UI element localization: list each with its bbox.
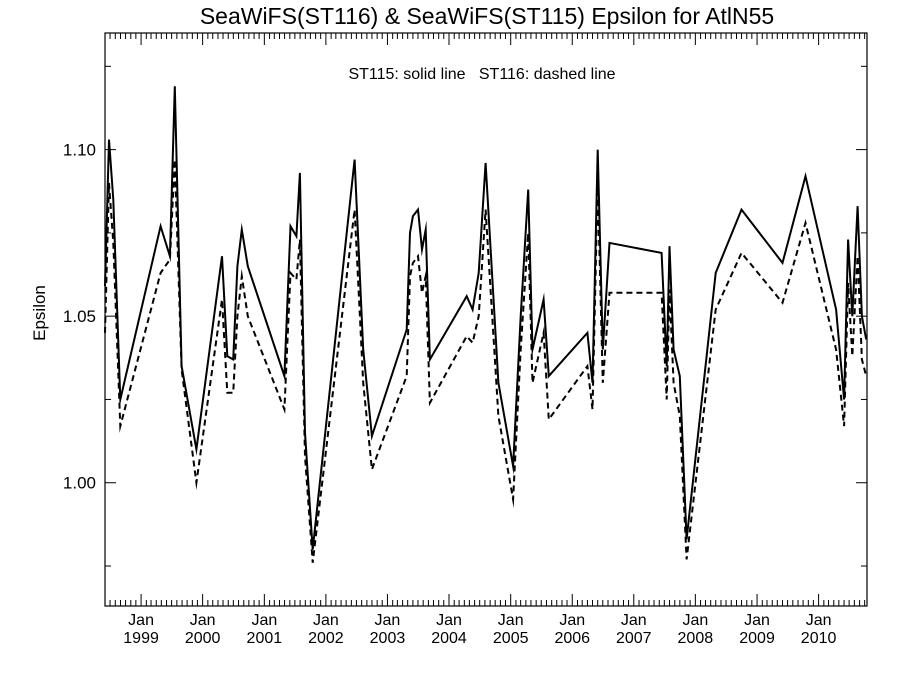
x-tick-year-label: 2008 [678,630,714,647]
x-tick-year-label: 2010 [801,630,837,647]
x-tick-month-label: Jan [559,612,585,629]
x-tick-year-label: 2007 [616,630,652,647]
x-tick-year-label: 2006 [554,630,590,647]
series-line-st116 [104,159,868,563]
x-tick-month-label: Jan [251,612,277,629]
series-lines [104,86,868,563]
x-tick-year-label: 1999 [123,630,159,647]
x-tick-year-label: 2004 [431,630,467,647]
x-tick-month-label: Jan [313,612,339,629]
x-tick-month-label: Jan [744,612,770,629]
x-tick-year-label: 2005 [493,630,529,647]
y-axis-label: Epsilon [30,285,49,341]
x-tick-year-label: 2003 [370,630,406,647]
x-tick-month-label: Jan [621,612,647,629]
x-tick-month-label: Jan [806,612,832,629]
line-style-note: ST115: solid line ST116: dashed line [348,66,615,83]
chart-title: SeaWiFS(ST116) & SeaWiFS(ST115) Epsilon … [200,3,774,29]
x-tick-year-label: 2009 [739,630,775,647]
x-tick-year-label: 2002 [308,630,344,647]
x-tick-month-label: Jan [375,612,401,629]
series-line-st115 [104,86,868,550]
x-axis-ticks: Jan1999Jan2000Jan2001Jan2002Jan2003Jan20… [104,33,866,647]
y-tick-label: 1.05 [63,307,96,326]
x-tick-month-label: Jan [128,612,154,629]
x-tick-year-label: 2001 [247,630,283,647]
x-tick-year-label: 2000 [185,630,221,647]
x-tick-month-label: Jan [498,612,524,629]
plot-frame [104,32,868,607]
y-axis-ticks: 1.00 1.05 1.10 [63,65,867,567]
x-tick-month-label: Jan [436,612,462,629]
y-tick-label: 1.10 [63,141,96,160]
y-tick-label: 1.00 [63,474,96,493]
x-tick-month-label: Jan [190,612,216,629]
x-tick-month-label: Jan [682,612,708,629]
